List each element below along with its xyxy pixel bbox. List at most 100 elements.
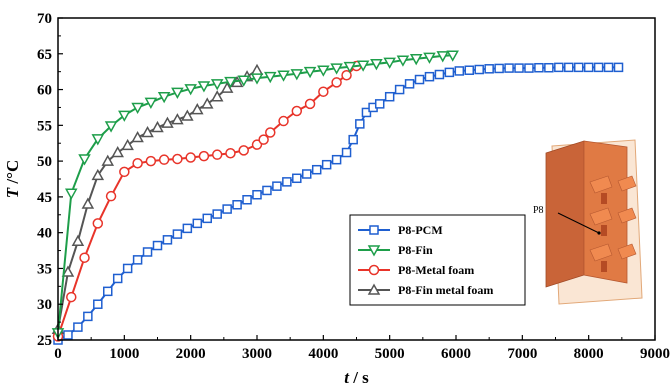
legend-marker bbox=[368, 264, 380, 276]
y-tick-label: 60 bbox=[37, 83, 52, 99]
x-tick-label: 9000 bbox=[640, 346, 670, 362]
data-point bbox=[446, 50, 459, 62]
data-point bbox=[142, 247, 153, 257]
data-point bbox=[191, 103, 204, 115]
data-point bbox=[172, 229, 183, 239]
data-point bbox=[250, 73, 264, 85]
data-point bbox=[423, 52, 436, 64]
data-point bbox=[414, 74, 425, 85]
data-point bbox=[348, 134, 358, 145]
legend-item: P8-Fin metal foam bbox=[358, 283, 493, 297]
x-tick-label: 5000 bbox=[375, 346, 405, 362]
data-point bbox=[394, 84, 405, 95]
data-point bbox=[152, 240, 163, 251]
data-point bbox=[534, 62, 544, 73]
data-point bbox=[290, 69, 304, 81]
y-tick-label: 65 bbox=[37, 47, 52, 63]
data-point bbox=[258, 134, 269, 145]
data-point bbox=[272, 181, 282, 191]
data-point bbox=[242, 195, 252, 205]
data-point bbox=[278, 115, 289, 127]
data-point bbox=[474, 64, 484, 75]
data-point bbox=[304, 98, 316, 110]
data-point bbox=[341, 147, 352, 158]
data-point bbox=[101, 154, 115, 166]
data-point bbox=[181, 109, 194, 121]
data-point bbox=[220, 81, 234, 93]
data-point bbox=[262, 185, 272, 196]
data-point bbox=[105, 190, 117, 202]
data-point bbox=[64, 188, 78, 200]
data-point bbox=[112, 273, 123, 284]
data-point bbox=[91, 168, 105, 181]
data-point bbox=[81, 197, 95, 209]
inset-front-plate bbox=[545, 140, 585, 288]
x-tick-label: 0 bbox=[54, 346, 62, 362]
data-point bbox=[158, 154, 170, 165]
data-point bbox=[63, 330, 73, 340]
legend: P8-PCM P8-Fin P8-Metal foam P8-Fin metal fo… bbox=[349, 214, 526, 306]
data-point bbox=[92, 218, 104, 229]
x-tick-label: 1000 bbox=[109, 346, 139, 362]
data-point bbox=[119, 166, 130, 178]
x-tick-label: 3000 bbox=[242, 346, 272, 362]
data-point bbox=[141, 125, 154, 138]
data-point bbox=[444, 67, 455, 78]
data-point bbox=[71, 234, 85, 247]
data-point bbox=[182, 223, 193, 234]
legend-label: P8-Fin bbox=[398, 243, 433, 257]
inset-fin-shadows bbox=[601, 193, 607, 272]
data-point bbox=[409, 54, 423, 66]
data-point bbox=[212, 209, 222, 219]
series-p8-fin-metal-foam bbox=[51, 63, 264, 335]
series-p8-fin bbox=[51, 50, 459, 340]
data-point bbox=[321, 159, 332, 170]
data-point bbox=[157, 91, 171, 104]
data-point bbox=[131, 130, 144, 143]
data-point bbox=[356, 60, 370, 72]
data-point bbox=[232, 200, 242, 210]
data-point bbox=[61, 265, 75, 277]
legend-item: P8-PCM bbox=[358, 223, 443, 237]
y-axis-label: T /°C bbox=[3, 160, 22, 198]
data-point bbox=[122, 263, 133, 274]
data-point bbox=[404, 79, 415, 89]
legend-marker bbox=[367, 245, 381, 257]
data-point bbox=[317, 65, 330, 77]
data-point bbox=[302, 169, 312, 179]
data-point bbox=[292, 173, 302, 184]
data-point bbox=[225, 147, 236, 159]
data-point bbox=[434, 69, 445, 80]
data-point bbox=[370, 59, 383, 71]
x-axis-label-unit: / s bbox=[349, 368, 369, 387]
legend-item: P8-Metal foam bbox=[358, 263, 474, 277]
data-point bbox=[93, 299, 103, 309]
data-point bbox=[263, 71, 277, 84]
data-point bbox=[424, 71, 435, 82]
x-tick-label: 6000 bbox=[441, 346, 471, 362]
data-point bbox=[291, 105, 303, 117]
inset-module-figure: P8 bbox=[533, 139, 643, 305]
series-line bbox=[57, 66, 619, 341]
data-point bbox=[210, 90, 224, 102]
data-point bbox=[162, 235, 173, 245]
x-tick-label: 8000 bbox=[574, 346, 604, 362]
data-point bbox=[211, 149, 223, 160]
data-point bbox=[224, 76, 237, 89]
data-point bbox=[73, 322, 83, 332]
data-point bbox=[514, 63, 524, 73]
data-point bbox=[282, 177, 292, 187]
inset-pointer-line bbox=[557, 212, 600, 234]
data-point bbox=[311, 164, 322, 175]
data-point bbox=[494, 63, 504, 74]
data-point bbox=[554, 62, 564, 73]
legend-marker bbox=[367, 283, 381, 295]
data-point bbox=[79, 252, 90, 263]
legend-label: P8-Metal foam bbox=[398, 263, 474, 277]
data-point bbox=[171, 113, 184, 125]
data-point bbox=[303, 66, 317, 79]
data-point bbox=[238, 145, 249, 156]
data-point bbox=[504, 63, 514, 73]
data-point bbox=[454, 66, 465, 76]
data-point bbox=[132, 158, 143, 169]
